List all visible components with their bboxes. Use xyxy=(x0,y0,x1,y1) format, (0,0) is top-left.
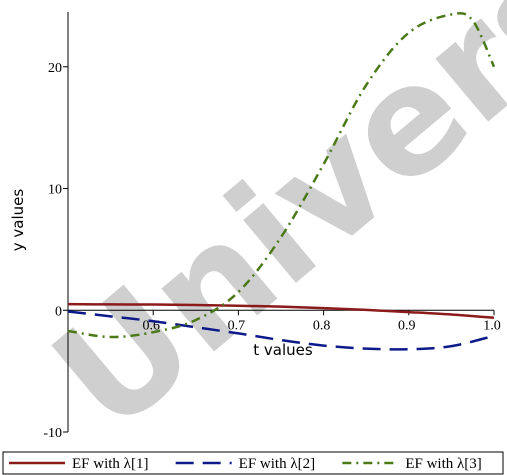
series-line-1 xyxy=(67,302,495,320)
legend-label-3: EF with λ[3] xyxy=(405,456,481,472)
y-tick-label: 0 xyxy=(55,304,62,319)
legend-label-1: EF with λ[1] xyxy=(72,456,148,472)
series-line-2 xyxy=(67,310,495,351)
x-tick-label: 0.7 xyxy=(228,318,246,333)
y-tick-label: -10 xyxy=(43,426,62,441)
x-axis-label: t values xyxy=(253,341,313,359)
x-tick-label: 1.0 xyxy=(483,318,501,333)
series-layer xyxy=(67,11,496,351)
y-axis-label: y values xyxy=(9,189,27,252)
legend-label-2: EF with λ[2] xyxy=(239,456,315,472)
watermark: University xyxy=(22,0,507,465)
legend-box xyxy=(2,451,504,475)
legend: EF with λ[1] EF with λ[2] EF with λ[3] xyxy=(2,451,504,475)
y-tick-label: 20 xyxy=(48,61,62,76)
x-tick-label: 0.8 xyxy=(313,318,331,333)
y-tick-label: 10 xyxy=(48,183,62,198)
x-tick-label: 0.9 xyxy=(398,318,416,333)
series-line-3 xyxy=(67,11,496,339)
